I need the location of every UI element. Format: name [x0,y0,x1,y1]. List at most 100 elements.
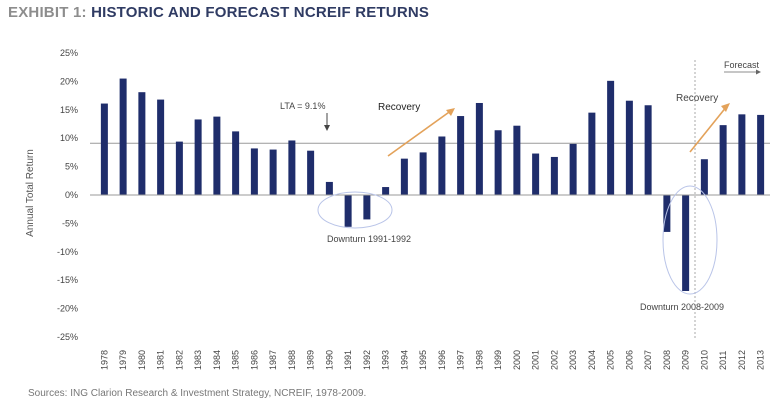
bar-1994 [400,158,408,195]
bar-2013 [757,114,765,195]
source-note: Sources: ING Clarion Research & Investme… [28,388,367,399]
x-tick-label: 2005 [606,350,616,370]
bar-2010 [700,159,708,195]
x-tick-label: 2012 [737,350,747,370]
bar-1996 [438,136,446,195]
bar-2011 [719,125,727,195]
bar-1993 [382,187,390,195]
bar-2007 [644,105,652,195]
bar-1978 [100,103,108,195]
bar-1983 [194,119,202,195]
x-tick-label: 1981 [156,350,166,370]
x-tick-label: 2003 [568,350,578,370]
bar-2001 [532,153,540,195]
x-tick-label: 2001 [531,350,541,370]
x-tick-label: 2009 [681,350,691,370]
x-tick-label: 1992 [362,350,372,370]
x-tick-label: 1983 [193,350,203,370]
recovery-2-arrow [689,105,728,153]
y-tick-label: 20% [60,76,78,86]
x-tick-label: 2000 [512,350,522,370]
x-tick-labels: 1978 1979 1980 1981 1982 1983 1984 1985 1986 1987… [99,350,765,370]
bar-1985 [232,131,240,195]
x-tick-label: 2006 [624,350,634,370]
x-tick-label: 2013 [756,350,766,370]
bar-1980 [138,92,146,195]
lta-pointer-arrowhead [324,125,330,131]
y-tick-label: -15% [57,275,78,285]
y-tick-label: 10% [60,133,78,143]
bar-1991 [344,195,352,227]
bar-1986 [250,148,258,195]
bar-1979 [119,78,127,195]
bar-2006 [625,100,633,195]
x-tick-label: 2007 [643,350,653,370]
bar-1998 [475,102,483,195]
x-tick-label: 1986 [249,350,259,370]
downturn-2-label: Downturn 2008-2009 [640,302,724,312]
bar-1999 [494,130,502,195]
y-tick-label: -20% [57,304,78,314]
x-tick-label: 1996 [437,350,447,370]
recovery-2-label: Recovery [676,93,718,104]
downturn-2-highlight-ellipse [662,185,718,295]
x-tick-label: 1998 [474,350,484,370]
bar-1982 [175,141,183,195]
bar-1988 [288,140,296,195]
x-tick-label: 1982 [174,350,184,370]
bar-2003 [569,143,577,195]
recovery-2-arrowhead [721,103,730,112]
exhibit-title-prefix: EXHIBIT 1: [8,4,87,21]
y-tick-label: -25% [57,332,78,342]
bar-1984 [213,116,221,195]
x-tick-label: 1990 [324,350,334,370]
y-tick-label: -5% [62,218,78,228]
bar-1997 [457,116,465,195]
bar-1995 [419,152,427,195]
bar-1987 [269,149,277,195]
x-tick-label: 2004 [587,350,597,370]
x-tick-label: 2008 [662,350,672,370]
downturn-1-label: Downturn 1991-1992 [327,234,411,244]
bar-2000 [513,125,521,195]
bar-1992 [363,195,371,220]
x-tick-label: 1987 [268,350,278,370]
exhibit-title-main: HISTORIC AND FORECAST NCREIF RETURNS [91,4,430,21]
exhibit-title: EXHIBIT 1: HISTORIC AND FORECAST NCREIF … [8,4,429,21]
downturn-1-highlight-ellipse [317,191,393,229]
x-tick-label: 1980 [137,350,147,370]
forecast-arrowhead [756,69,761,75]
bar-2009 [682,195,690,291]
lta-annotation: LTA = 9.1% [280,101,325,111]
y-tick-label: 15% [60,105,78,115]
x-tick-label: 2010 [699,350,709,370]
y-tick-label: 0% [65,190,78,200]
x-tick-label: 1988 [287,350,297,370]
y-axis-label: Annual Total Return [25,149,36,237]
chart-bars [100,78,765,291]
y-tick-label: 25% [60,48,78,58]
bar-2002 [550,156,558,195]
bar-2012 [738,114,746,195]
y-tick-label: -10% [57,247,78,257]
recovery-1-arrowhead [446,108,455,116]
x-tick-label: 1995 [418,350,428,370]
y-tick-labels: -25% -20% -15% -10% -5% 0% 5% 10% 15% 20% 25% [57,48,78,342]
y-tick-label: 5% [65,162,78,172]
x-tick-label: 1979 [118,350,128,370]
bar-1989 [307,150,315,195]
x-tick-label: 1999 [493,350,503,370]
x-tick-label: 1993 [381,350,391,370]
bar-1990 [325,181,333,195]
x-tick-label: 2011 [718,351,728,370]
x-tick-label: 1997 [456,350,466,370]
x-tick-label: 1991 [343,350,353,370]
x-tick-label: 1994 [399,350,409,370]
x-tick-label: 2002 [549,350,559,370]
bar-2004 [588,112,596,195]
recovery-1-arrow [387,109,453,157]
recovery-1-label: Recovery [378,102,420,113]
bar-1981 [157,99,165,195]
x-tick-label: 1978 [99,350,109,370]
